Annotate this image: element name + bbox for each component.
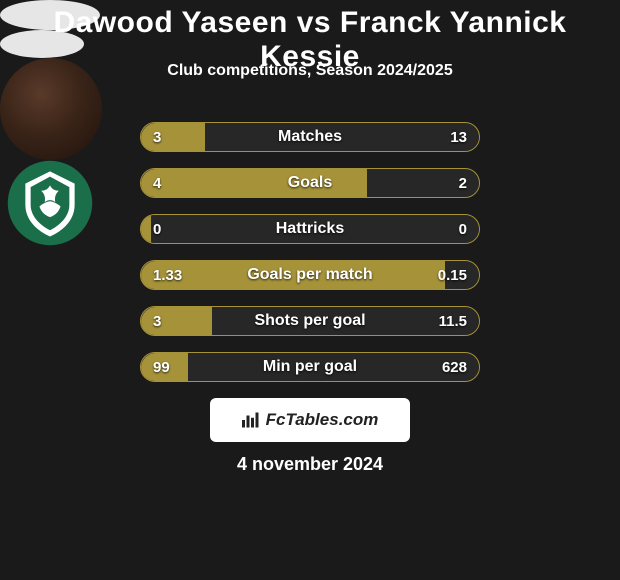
- bar-chart-icon: [242, 412, 260, 428]
- infographic-date: 4 november 2024: [0, 454, 620, 475]
- source-badge: FcTables.com: [210, 398, 410, 442]
- stat-bar-left-value: 3: [153, 123, 161, 151]
- stat-bar-right-value: 0: [459, 215, 467, 243]
- stat-bar-label: Goals per match: [141, 261, 479, 289]
- stat-bar: Shots per goal3 11.5: [140, 306, 480, 336]
- stat-bar-right-value: 13: [450, 123, 467, 151]
- stat-bar-right-value: 0.15: [438, 261, 467, 289]
- stat-bar: Goals per match1.33 0.15: [140, 260, 480, 290]
- source-badge-text: FcTables.com: [266, 410, 379, 430]
- stat-bar-label: Shots per goal: [141, 307, 479, 335]
- stat-bar-label: Matches: [141, 123, 479, 151]
- stat-bar-left-value: 0: [153, 215, 161, 243]
- stat-bar: Goals4 2: [140, 168, 480, 198]
- stat-bar-left-value: 99: [153, 353, 170, 381]
- subtitle: Club competitions, Season 2024/2025: [0, 62, 620, 80]
- stat-bar-label: Goals: [141, 169, 479, 197]
- comparison-bars: Matches313Goals42Hattricks00Goals per ma…: [140, 122, 480, 398]
- stat-bar-left-value: 1.33: [153, 261, 182, 289]
- club-shield-icon: [6, 159, 94, 247]
- stat-bar-left-value: 3: [153, 307, 161, 335]
- stat-bar-right-value: 11.5: [439, 307, 467, 335]
- stat-bar: Hattricks0 0: [140, 214, 480, 244]
- stat-bar-label: Min per goal: [141, 353, 479, 381]
- comparison-infographic: Dawood Yaseen vs Franck Yannick Kessie C…: [0, 0, 620, 580]
- stat-bar-label: Hattricks: [141, 215, 479, 243]
- stat-bar: Matches3 13: [140, 122, 480, 152]
- stat-bar: Min per goal99 628: [140, 352, 480, 382]
- stat-bar-left-value: 4: [153, 169, 161, 197]
- player-right-club-logo: [0, 160, 100, 246]
- stat-bar-right-value: 628: [442, 353, 467, 381]
- stat-bar-right-value: 2: [459, 169, 467, 197]
